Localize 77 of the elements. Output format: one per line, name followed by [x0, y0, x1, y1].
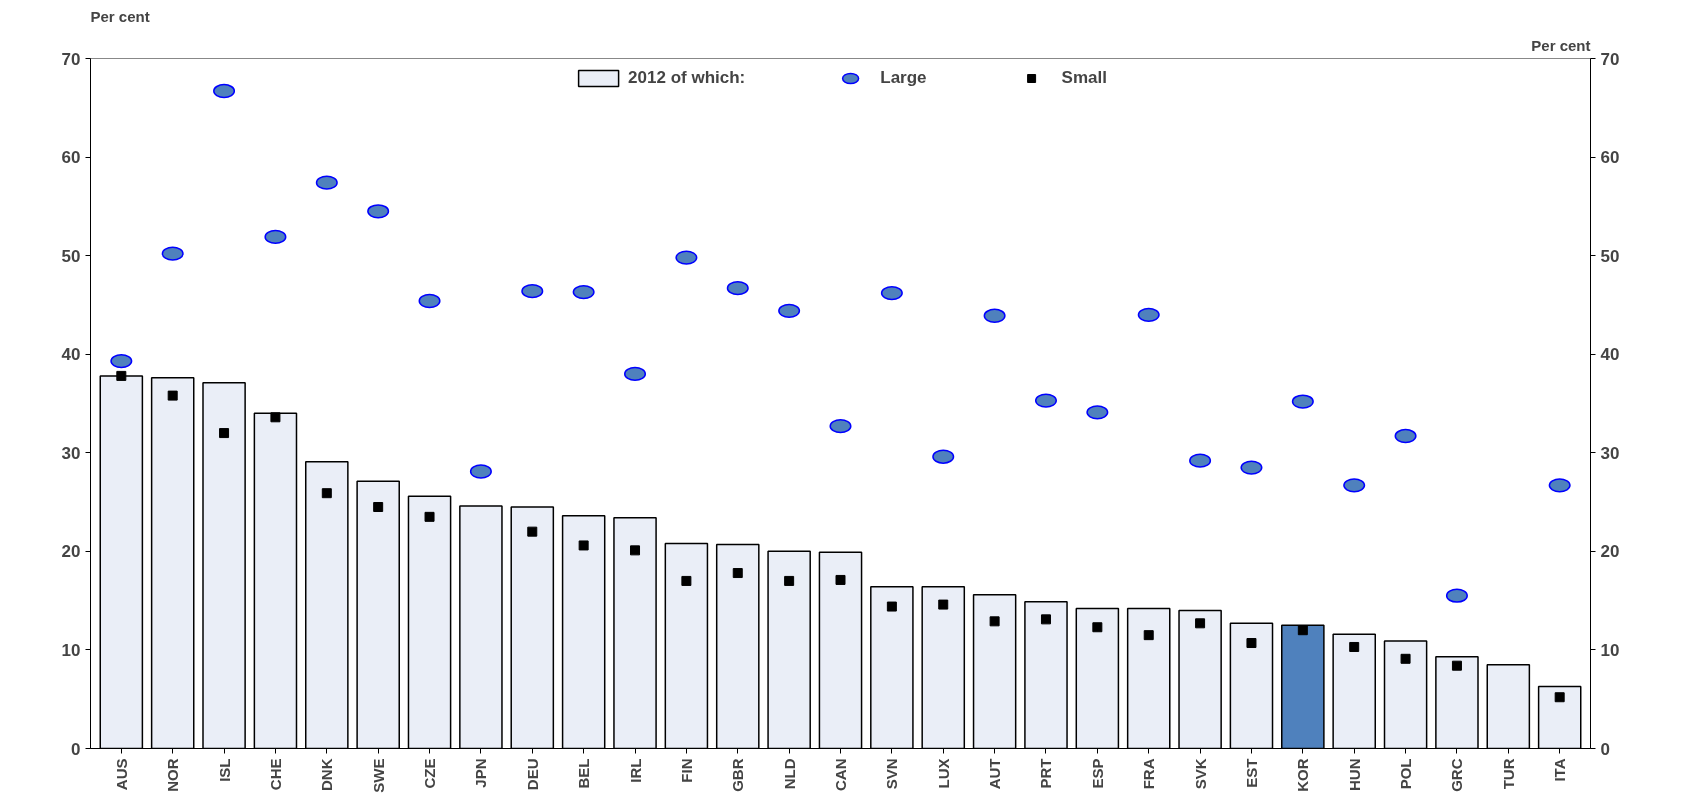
point — [116, 370, 127, 381]
y-tick-label: 30 — [61, 443, 81, 463]
point — [835, 574, 846, 585]
point — [1092, 622, 1103, 633]
x-tick-label: DNK — [318, 758, 336, 791]
x-tick-label: ITA — [1551, 758, 1569, 782]
x-tick-label: SWE — [369, 758, 387, 793]
x-tick-label: ISL — [215, 758, 233, 782]
point — [1143, 630, 1154, 641]
x-tick-label: NOR — [164, 758, 182, 792]
x-tick-label: DEU — [523, 758, 541, 791]
x-tick-label: JPN — [472, 758, 490, 788]
y2-tick-label: 40 — [1600, 345, 1620, 365]
y2-tick-label: 50 — [1600, 246, 1620, 266]
point — [938, 599, 949, 610]
point — [527, 526, 538, 537]
x-tick-label: POL — [1397, 758, 1415, 790]
y-tick-label: 60 — [61, 148, 81, 168]
y-tick-label: 20 — [61, 542, 81, 562]
x-tick-label: PRT — [1037, 758, 1055, 789]
y-tick-label: 0 — [71, 739, 81, 759]
y-tick-label: 50 — [61, 246, 81, 266]
x-tick-label: FRA — [1140, 758, 1158, 790]
x-tick-label: CAN — [832, 758, 849, 791]
point — [1554, 692, 1565, 703]
point — [167, 390, 178, 401]
y-tick-label: 70 — [61, 49, 81, 69]
x-tick-label: CZE — [421, 758, 439, 789]
point — [1195, 618, 1206, 629]
point — [784, 575, 795, 586]
x-tick-label: SVN — [883, 758, 901, 790]
point — [681, 575, 692, 586]
y-axis-title: Per cent — [90, 7, 150, 25]
point — [219, 428, 230, 439]
point — [630, 545, 641, 556]
y-tick-label: 10 — [61, 640, 81, 660]
point — [1297, 625, 1308, 636]
x-tick-label: FIN — [677, 758, 695, 783]
point — [989, 616, 1000, 627]
y2-tick-label: 20 — [1600, 542, 1620, 562]
x-tick-label: GRC — [1448, 758, 1466, 792]
y2-axis-title: Per cent — [1531, 36, 1591, 54]
legend-label: Large — [880, 68, 927, 88]
x-tick-label: HUN — [1345, 758, 1363, 791]
point — [1400, 653, 1411, 664]
x-tick-label: ESP — [1088, 758, 1106, 789]
y2-tick-label: 70 — [1600, 49, 1620, 69]
point — [270, 412, 281, 423]
legend-label: Small — [1061, 68, 1107, 88]
x-tick-label: LUX — [934, 758, 952, 789]
point — [578, 540, 589, 551]
x-tick-label: NLD — [780, 758, 798, 790]
x-tick-label: SVK — [1191, 758, 1209, 790]
point — [1040, 614, 1051, 625]
x-tick-label: BEL — [575, 758, 593, 789]
x-tick-label: AUT — [986, 758, 1004, 790]
point — [321, 488, 332, 499]
y2-tick-label: 30 — [1600, 443, 1620, 463]
point — [732, 568, 743, 579]
y-tick-label: 40 — [61, 345, 81, 365]
x-tick-label: CHE — [266, 758, 284, 791]
point — [1246, 638, 1257, 649]
x-tick-label: GBR — [729, 758, 747, 792]
x-tick-label: AUS — [112, 758, 130, 791]
legend-label: 2012 of which: — [628, 68, 746, 88]
y2-tick-label: 60 — [1600, 148, 1620, 168]
point — [1451, 660, 1462, 671]
y2-tick-label: 10 — [1600, 640, 1620, 660]
x-tick-label: EST — [1242, 758, 1260, 788]
x-tick-label: TUR — [1499, 758, 1517, 790]
point — [1349, 641, 1360, 652]
point — [424, 511, 435, 522]
x-tick-label: IRL — [626, 758, 644, 783]
point — [886, 601, 897, 612]
point — [373, 502, 384, 512]
x-tick-label: KOR — [1294, 758, 1312, 792]
y2-tick-label: 0 — [1600, 739, 1610, 759]
